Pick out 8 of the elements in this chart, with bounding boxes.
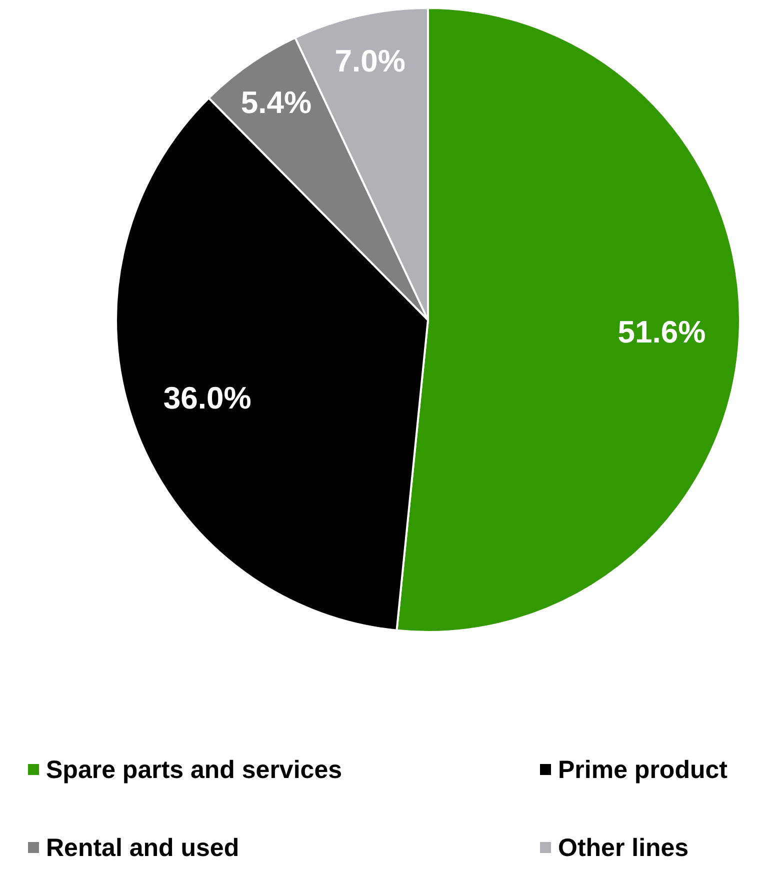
legend-label: Other lines xyxy=(558,834,689,862)
data-label: 51.6% xyxy=(618,314,706,350)
legend-label: Rental and used xyxy=(46,834,240,862)
data-label: 7.0% xyxy=(334,44,406,79)
legend-label: Spare parts and services xyxy=(46,756,342,784)
data-label: 36.0% xyxy=(163,380,252,416)
data-label: 5.4% xyxy=(240,85,312,120)
legend-label: Prime product xyxy=(558,756,728,784)
